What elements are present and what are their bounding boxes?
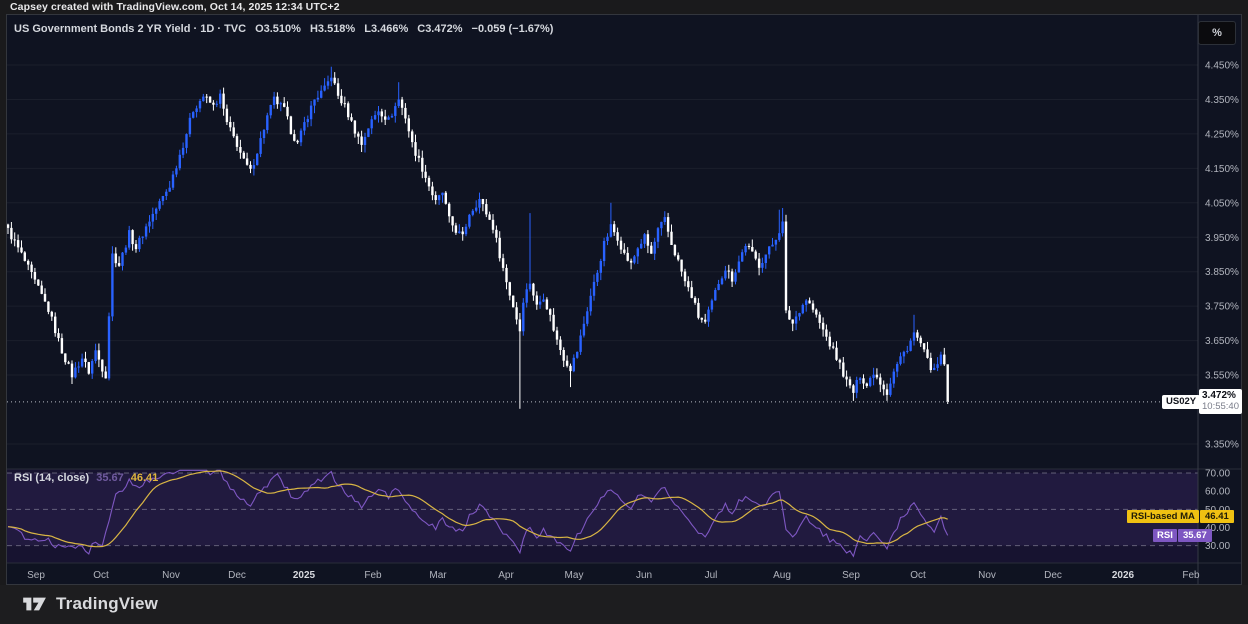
- price-tick-label: 4.450%: [1205, 61, 1239, 72]
- price-tick-label: 4.250%: [1205, 129, 1239, 140]
- footer-bar: TradingView: [0, 585, 1248, 624]
- time-axis-label[interactable]: Sep: [27, 570, 45, 581]
- time-axis-label[interactable]: Mar: [429, 570, 447, 581]
- time-axis-label[interactable]: Sep: [842, 570, 860, 581]
- time-axis-label[interactable]: Apr: [498, 570, 514, 581]
- time-axis-label[interactable]: Feb: [1182, 570, 1200, 581]
- rsi-tick-label: 70.00: [1205, 469, 1230, 480]
- time-axis-label[interactable]: Jul: [705, 570, 718, 581]
- rsi-legend-value: 35.67: [96, 472, 124, 484]
- rsi-badge-value: 35.67: [1177, 529, 1212, 542]
- rsi-legend: RSI (14, close) 35.67 46.41: [14, 472, 158, 484]
- time-axis-label[interactable]: Oct: [93, 570, 109, 581]
- ohlc-change: −0.059 (−1.67%): [471, 23, 554, 35]
- chart-legend: US Government Bonds 2 YR Yield · 1D · TV…: [14, 23, 553, 35]
- time-axis-label[interactable]: Nov: [978, 570, 996, 581]
- time-axis-label[interactable]: Jun: [636, 570, 652, 581]
- last-price-axis-label[interactable]: 3.472% 10:55:40: [1199, 389, 1242, 414]
- price-tick-label: 3.550%: [1205, 371, 1239, 382]
- price-tick-label: 3.750%: [1205, 302, 1239, 313]
- rsi-indicator-title[interactable]: RSI (14, close): [14, 472, 90, 484]
- time-axis-label[interactable]: Oct: [910, 570, 926, 581]
- rsi-tick-label: 30.00: [1205, 541, 1230, 552]
- attribution-bar: Capsey created with TradingView.com, Oct…: [0, 0, 1248, 14]
- ohlc-low: L3.466%: [364, 23, 409, 35]
- time-axis-label[interactable]: Feb: [364, 570, 382, 581]
- rsi-ma-badge-label: RSI-based MA: [1127, 510, 1199, 523]
- rsi-tick-label: 60.00: [1205, 487, 1230, 498]
- rsi-axis-badge[interactable]: RSI 35.67: [1153, 529, 1212, 542]
- bar-countdown: 10:55:40: [1202, 401, 1239, 412]
- percent-scale-button[interactable]: %: [1198, 21, 1236, 45]
- last-price-value: 3.472%: [1202, 390, 1236, 401]
- time-axis-label[interactable]: 2026: [1112, 570, 1135, 581]
- ohlc-close: C3.472%: [417, 23, 463, 35]
- price-tick-label: 4.050%: [1205, 198, 1239, 209]
- symbol-axis-tag[interactable]: US02Y: [1162, 395, 1201, 409]
- time-axis-label[interactable]: Dec: [1044, 570, 1062, 581]
- attribution-text: Capsey created with TradingView.com, Oct…: [10, 1, 340, 13]
- time-axis-label[interactable]: Aug: [773, 570, 791, 581]
- rsi-badge-label: RSI: [1153, 529, 1177, 542]
- price-tick-label: 3.650%: [1205, 336, 1239, 347]
- symbol-title[interactable]: US Government Bonds 2 YR Yield · 1D · TV…: [14, 23, 247, 35]
- rsi-ma-badge-value: 46.41: [1199, 510, 1234, 523]
- rsi-ma-legend-value: 46.41: [130, 472, 159, 484]
- chart-widget: 4.450% 4.350% 4.250% 4.150% 4.050% 3.950% 3.85…: [6, 14, 1242, 585]
- price-tick-label: 4.350%: [1205, 95, 1239, 106]
- time-axis-label[interactable]: 2025: [293, 570, 316, 581]
- ohlc-open: O3.510%: [255, 23, 301, 35]
- ohlc-high: H3.518%: [309, 23, 356, 35]
- price-tick-label: 3.950%: [1205, 233, 1239, 244]
- rsi-tick-label: 40.00: [1205, 523, 1230, 534]
- rsi-ma-axis-badge[interactable]: RSI-based MA 46.41: [1127, 510, 1234, 523]
- price-tick-label: 3.850%: [1205, 267, 1239, 278]
- time-axis-label[interactable]: Dec: [228, 570, 246, 581]
- time-axis-label[interactable]: Nov: [162, 570, 180, 581]
- tradingview-logo-text: TradingView: [56, 594, 159, 613]
- tradingview-logo-icon: [23, 597, 46, 611]
- price-tick-label: 4.150%: [1205, 164, 1239, 175]
- price-chart[interactable]: 4.450% 4.350% 4.250% 4.150% 4.050% 3.950% 3.85…: [7, 15, 1241, 584]
- price-tick-label: 3.350%: [1205, 439, 1239, 450]
- time-axis-label[interactable]: May: [565, 570, 584, 581]
- tradingview-logo[interactable]: TradingView: [22, 594, 158, 614]
